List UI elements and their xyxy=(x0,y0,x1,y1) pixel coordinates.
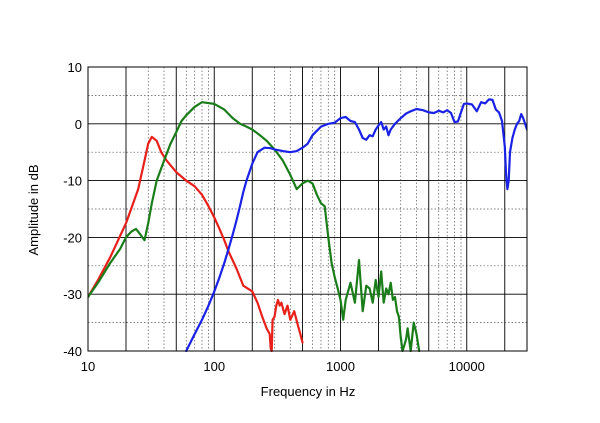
y-tick-label: -30 xyxy=(63,287,82,302)
x-tick-label: 10 xyxy=(81,359,95,374)
x-axis-label: Frequency in Hz xyxy=(261,384,356,399)
y-tick-label: -40 xyxy=(63,344,82,359)
series-layer xyxy=(88,98,527,352)
plot-frame xyxy=(87,66,528,352)
x-tick-label: 100 xyxy=(203,359,225,374)
grid xyxy=(88,67,527,351)
x-tick-labels: 10 100 1000 10000 xyxy=(81,359,485,374)
series-line-red xyxy=(88,135,304,352)
y-tick-label: 10 xyxy=(68,60,82,75)
y-axis-label: Amplitude in dB xyxy=(26,164,41,255)
x-tick-label: 1000 xyxy=(326,359,355,374)
y-tick-label: -20 xyxy=(63,230,82,245)
y-tick-label: -10 xyxy=(63,174,82,189)
y-tick-labels: 10 0 -10 -20 -30 -40 xyxy=(63,60,82,359)
series-line-blue xyxy=(185,98,527,352)
series-line-green xyxy=(88,101,421,352)
x-tick-label: 10000 xyxy=(449,359,485,374)
y-tick-label: 0 xyxy=(75,117,82,132)
